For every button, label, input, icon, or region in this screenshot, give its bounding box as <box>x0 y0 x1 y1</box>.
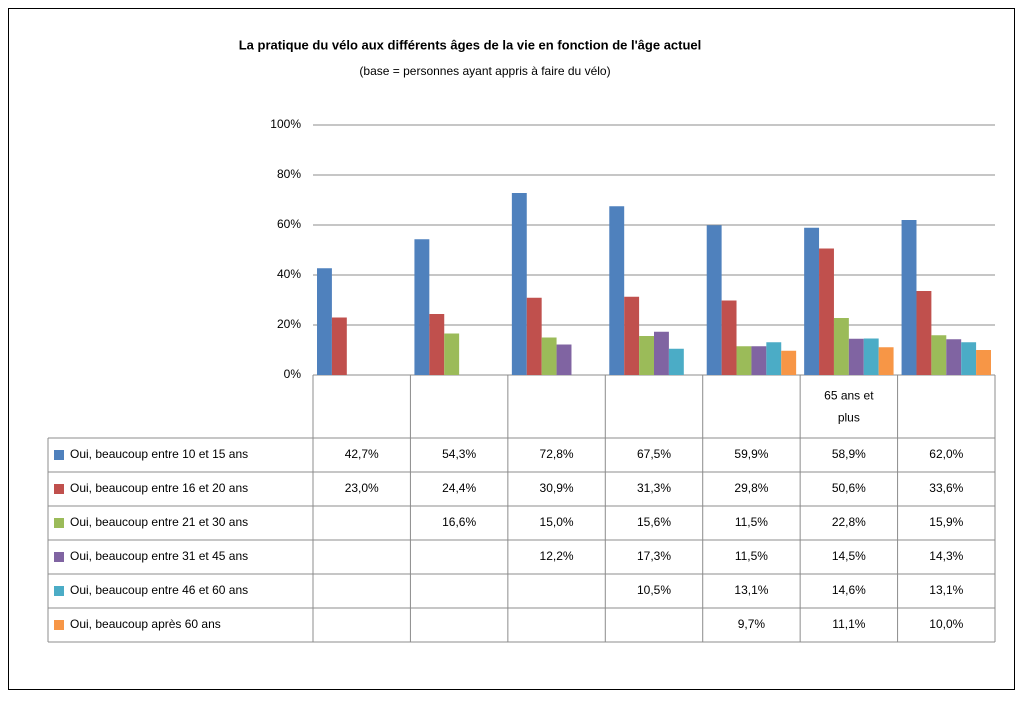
table-cell: 10,5% <box>637 583 671 597</box>
y-tick-label: 20% <box>277 317 301 331</box>
table-cell: 29,8% <box>734 481 768 495</box>
bar <box>317 268 332 375</box>
legend-label: Oui, beaucoup entre 10 et 15 ans <box>70 447 248 461</box>
legend-label: Oui, beaucoup entre 16 et 20 ans <box>70 481 248 495</box>
chart-subtitle: (base = personnes ayant appris à faire d… <box>359 64 610 78</box>
chart-title: La pratique du vélo aux différents âges … <box>239 37 702 52</box>
bar <box>766 342 782 375</box>
bar <box>654 331 669 375</box>
table-cell: 16,6% <box>442 515 476 529</box>
bar <box>429 314 445 375</box>
legend-key <box>54 450 64 460</box>
table-cell: 15,9% <box>929 515 963 529</box>
bar <box>819 248 834 375</box>
table-cell: 13,1% <box>929 583 963 597</box>
legend-key <box>54 518 64 528</box>
bar <box>804 227 820 375</box>
table-cell: 14,3% <box>929 549 963 563</box>
table-cell: 24,4% <box>442 481 476 495</box>
legend-key <box>54 552 64 562</box>
bar <box>414 239 430 375</box>
legend-key <box>54 620 64 630</box>
table-cell: 23,0% <box>345 481 379 495</box>
bar <box>639 336 654 375</box>
legend-key <box>54 484 64 494</box>
table-cell: 15,0% <box>540 515 574 529</box>
bar <box>706 225 722 375</box>
table-cell: 67,5% <box>637 447 671 461</box>
table-cell: 33,6% <box>929 481 963 495</box>
y-tick-label: 80% <box>277 167 301 181</box>
table-cell: 54,3% <box>442 447 476 461</box>
table-cell: 11,5% <box>735 549 768 563</box>
table-cell: 15,6% <box>637 515 671 529</box>
bar <box>668 348 684 375</box>
bar <box>976 350 991 375</box>
table-cell: 42,7% <box>345 447 379 461</box>
bar <box>863 338 879 375</box>
x-tick-label: 65 ans et plus <box>824 389 874 425</box>
table-cell: 10,0% <box>929 617 963 631</box>
bar <box>901 220 917 375</box>
bar <box>833 318 849 375</box>
table-cell: 13,1% <box>734 583 768 597</box>
bar <box>848 338 864 375</box>
bar <box>961 342 977 375</box>
bar <box>556 344 572 375</box>
bar <box>751 346 767 375</box>
legend-key <box>54 586 64 596</box>
bar <box>609 206 625 375</box>
bar <box>444 333 460 375</box>
table-cell: 30,9% <box>540 481 574 495</box>
y-tick-label: 100% <box>270 117 301 131</box>
table-cell: 11,1% <box>832 617 865 631</box>
legend-label: Oui, beaucoup entre 21 et 30 ans <box>70 515 248 529</box>
table-cell: 9,7% <box>738 617 766 631</box>
bar <box>624 296 640 375</box>
table-cell: 11,5% <box>735 515 768 529</box>
y-tick-label: 40% <box>277 267 301 281</box>
legend-label: Oui, beaucoup entre 46 et 60 ans <box>70 583 248 597</box>
bar <box>526 297 542 375</box>
bar <box>781 350 797 375</box>
bar <box>331 317 347 375</box>
bar <box>721 300 737 375</box>
table-cell: 22,8% <box>832 515 866 529</box>
table-cell: 62,0% <box>929 447 963 461</box>
legend-label: Oui, beaucoup après 60 ans <box>70 617 221 631</box>
bar <box>946 339 962 375</box>
table-cell: 17,3% <box>637 549 671 563</box>
table-cell: 50,6% <box>832 481 866 495</box>
bar <box>736 346 752 375</box>
legend-label: Oui, beaucoup entre 31 et 45 ans <box>70 549 248 563</box>
bar <box>916 291 932 375</box>
table-cell: 58,9% <box>832 447 866 461</box>
bar <box>931 335 947 375</box>
table-cell: 59,9% <box>734 447 768 461</box>
table-cell: 12,2% <box>540 549 574 563</box>
table-cell: 14,5% <box>832 549 866 563</box>
y-tick-label: 0% <box>284 367 302 381</box>
bar <box>511 193 527 375</box>
y-tick-label: 60% <box>277 217 301 231</box>
bar <box>878 347 894 375</box>
table-cell: 14,6% <box>832 583 866 597</box>
table-cell: 72,8% <box>540 447 574 461</box>
bar <box>541 337 557 375</box>
table-cell: 31,3% <box>637 481 671 495</box>
